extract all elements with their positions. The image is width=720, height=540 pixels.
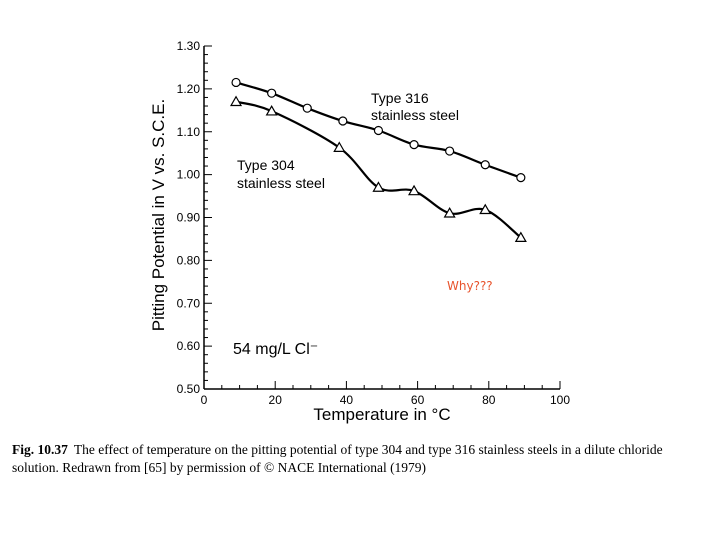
- y-tick-label: 0.80: [177, 253, 201, 267]
- series-label-304-line1: Type 304: [237, 157, 295, 173]
- figure-caption: Fig. 10.37 The effect of temperature on t…: [12, 441, 712, 477]
- series-type-316: [231, 77, 526, 183]
- data-point-triangle: [408, 184, 421, 196]
- data-point-circle: [338, 116, 348, 126]
- y-tick-label: 1.20: [177, 82, 201, 96]
- y-axis-title: Pitting Potential in V vs. S.C.E.: [149, 99, 168, 331]
- series-line: [235, 100, 522, 239]
- why-annotation: Why???: [447, 279, 493, 293]
- series-type-304: [230, 95, 527, 243]
- x-tick-label: 60: [411, 393, 425, 407]
- data-point-triangle: [479, 203, 492, 215]
- data-point-triangle: [333, 141, 346, 152]
- x-tick-label: 80: [482, 393, 496, 407]
- y-tick-label: 1.30: [177, 39, 201, 53]
- series-label-316-line1: Type 316: [371, 90, 429, 106]
- pitting-potential-chart: 0 20 40 60 80 100 0.50 0.60 0.70 0.80 0.90 1.00 1.1…: [149, 39, 571, 424]
- data-point-circle: [516, 173, 526, 183]
- data-point-triangle: [443, 207, 456, 218]
- y-tick-label: 0.60: [177, 339, 201, 353]
- data-point-triangle: [372, 181, 385, 192]
- x-tick-label: 100: [550, 393, 570, 407]
- data-point-circle: [445, 146, 455, 156]
- data-point-circle: [267, 88, 277, 98]
- y-tick-label: 0.50: [177, 382, 201, 396]
- data-point-circle: [409, 140, 419, 150]
- data-point-circle: [373, 125, 384, 136]
- data-point-circle: [231, 77, 241, 88]
- data-point-triangle: [265, 104, 278, 116]
- chloride-condition-label: 54 mg/L Cl⁻: [233, 341, 318, 358]
- y-tick-label: 1.10: [177, 125, 201, 139]
- data-point-triangle: [230, 95, 243, 107]
- y-tick-label: 0.90: [177, 211, 201, 225]
- data-point-circle: [480, 160, 490, 170]
- series-label-316-line2: stainless steel: [371, 107, 459, 123]
- x-tick-labels: 0 20 40 60 80 100: [201, 393, 571, 407]
- figure-label: Fig. 10.37: [12, 442, 68, 457]
- series-label-304-line2: stainless steel: [237, 175, 325, 191]
- data-point-circle: [302, 103, 312, 113]
- x-tick-label: 0: [201, 393, 208, 407]
- x-tick-label: 40: [340, 393, 354, 407]
- y-tick-label: 0.70: [177, 296, 201, 310]
- y-tick-labels: 0.50 0.60 0.70 0.80 0.90 1.00 1.10 1.20 1.30: [177, 39, 201, 396]
- x-tick-label: 20: [269, 393, 283, 407]
- x-axis-title: Temperature in °C: [313, 405, 450, 424]
- axis-ticks: [203, 45, 561, 390]
- caption-text: The effect of temperature on the pitting…: [12, 442, 663, 475]
- data-point-triangle: [514, 231, 527, 243]
- y-tick-label: 1.00: [177, 168, 201, 182]
